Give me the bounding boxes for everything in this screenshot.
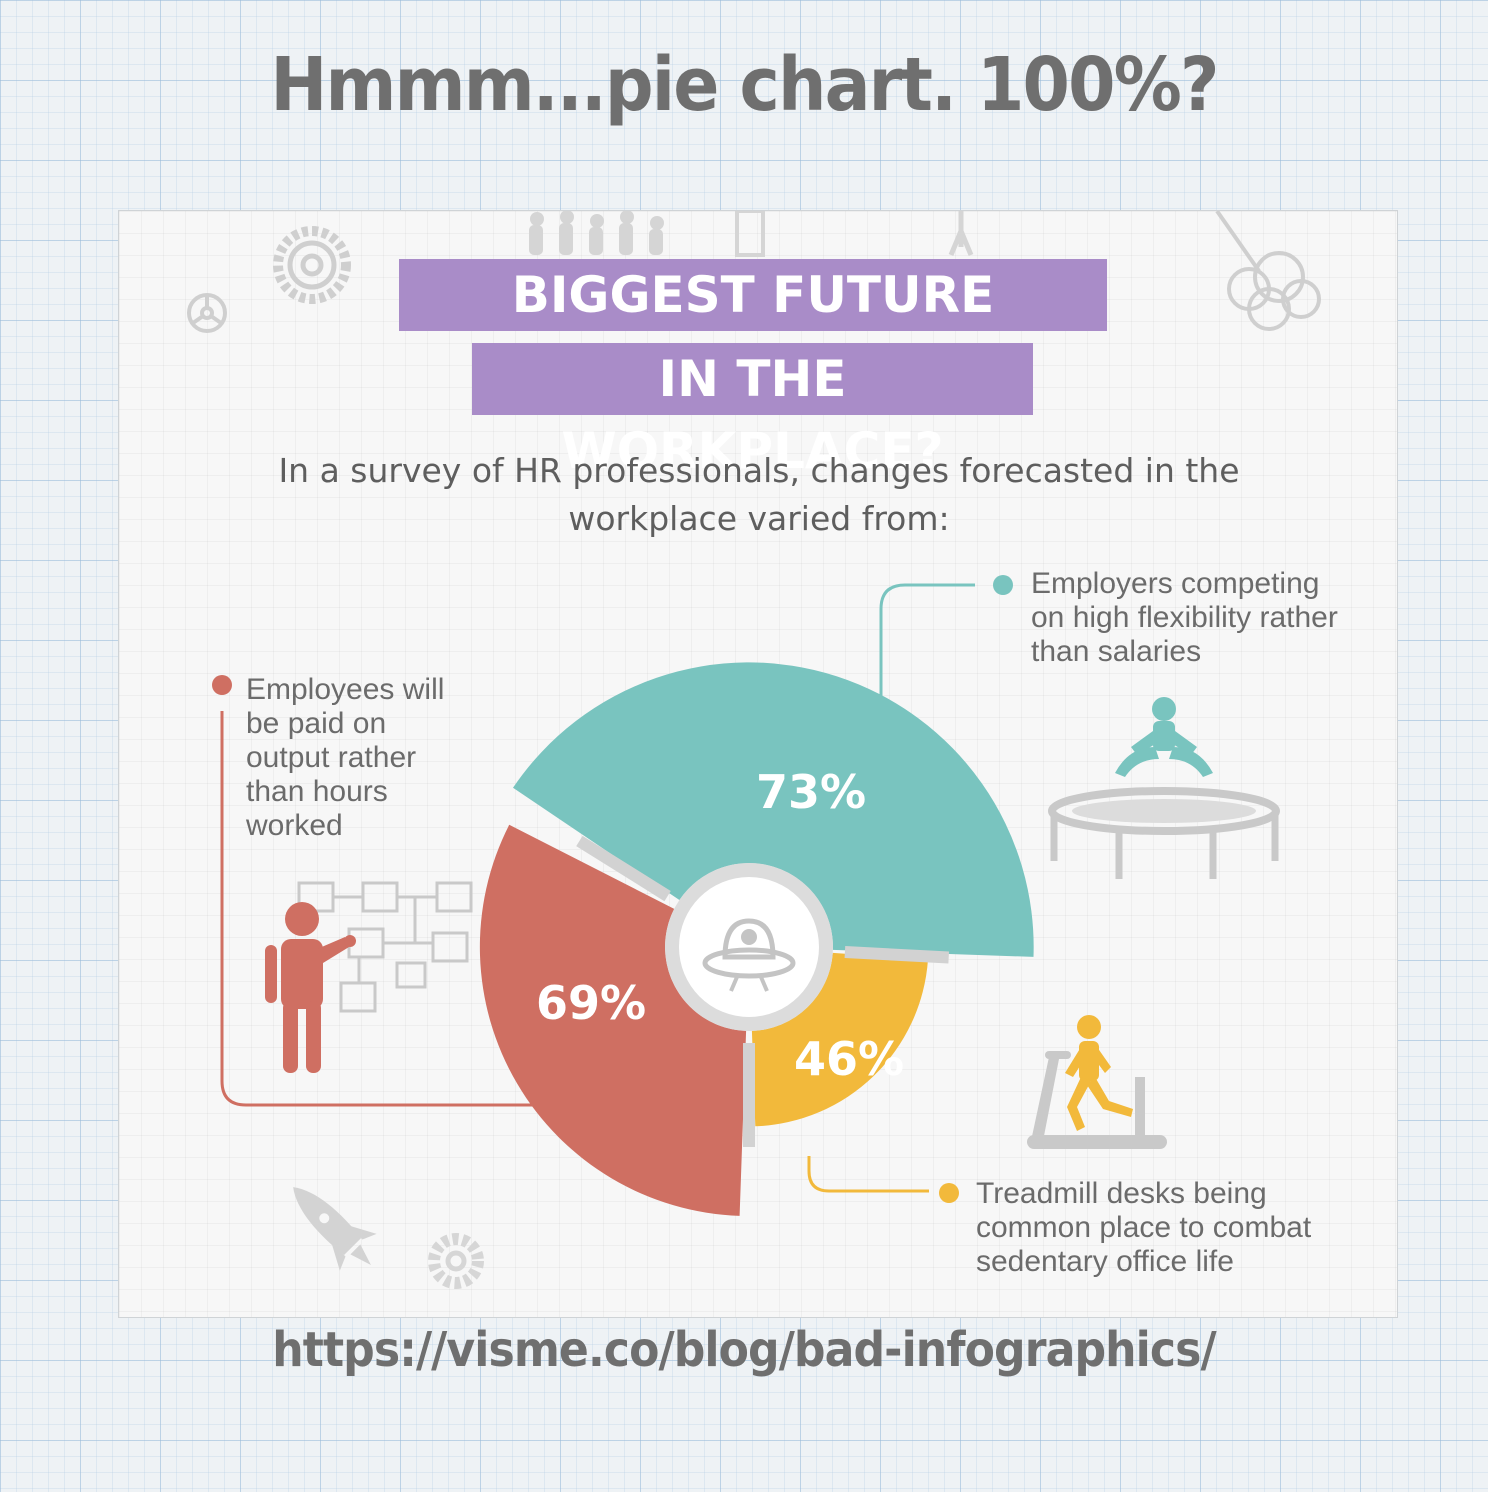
ufo-icon: [665, 863, 833, 1031]
treadmill-legend-dot: [939, 1183, 959, 1203]
callout-treadmill: Treadmill desks being common place to co…: [976, 1177, 1312, 1278]
treadmill-person-icon: [1027, 1015, 1167, 1149]
infographic-title-line-2: IN THE WORKPLACE?: [472, 343, 1033, 480]
pie-slice-output: [479, 824, 747, 1216]
trampoline-person-icon: [1048, 697, 1280, 879]
output-legend-dot: [212, 675, 232, 695]
pie-slice-treadmill: [751, 952, 928, 1127]
people-silhouette-icon: [529, 211, 974, 257]
slice-separator: [844, 946, 950, 964]
infographic-subtitle: In a survey of HR professionals, changes…: [278, 451, 1240, 538]
cloud-icon: [1215, 211, 1321, 331]
callout-flexibility: Employers competing on high flexibility …: [1031, 567, 1338, 668]
slice-label-flexibility: 73%: [756, 765, 866, 819]
pie-chart: [479, 662, 1034, 1216]
gear-icon: [273, 226, 351, 304]
treadmill-leader-line: [807, 1156, 929, 1193]
callout-output: Employees will be paid on output rather …: [246, 673, 445, 842]
source-link[interactable]: https://visme.co/blog/bad-infographics/: [272, 1322, 1216, 1378]
flowchart-person-icon: [265, 881, 473, 1073]
output-leader-line: [220, 711, 551, 1107]
flexibility-legend-dot: [993, 575, 1013, 595]
slice-label-output: 69%: [536, 976, 646, 1030]
infographic-card: 73% 46% 69% BIGGEST FUTURE CHANGES IN TH…: [118, 210, 1398, 1318]
pie-slice-flexibility: [513, 662, 1034, 957]
steering-wheel-icon: [187, 293, 227, 333]
slice-separator: [576, 835, 671, 902]
rocket-icon: [293, 1187, 377, 1271]
slice-label-treadmill: 46%: [794, 1032, 904, 1086]
infographic-graphics: 73% 46% 69%: [187, 211, 1321, 1289]
flexibility-leader-line: [879, 583, 975, 701]
slide-title: Hmmm...pie chart. 100%?: [270, 42, 1219, 128]
infographic-title-line-1: BIGGEST FUTURE CHANGES: [399, 259, 1107, 396]
gear-icon: [428, 1233, 484, 1289]
